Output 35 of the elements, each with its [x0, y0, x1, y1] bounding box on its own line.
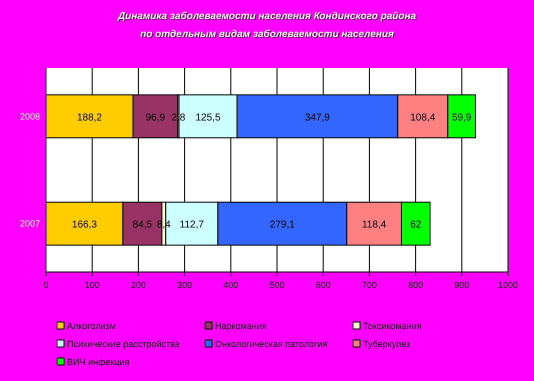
- data-label: 125,5: [195, 112, 221, 124]
- chart-subtitle: по отдельным видам заболеваемости населения: [141, 30, 395, 41]
- data-label: 347,9: [304, 112, 330, 124]
- legend-label: Психические расстройства: [67, 339, 180, 349]
- data-label: 96,9: [146, 112, 166, 124]
- data-label: 59,9: [452, 112, 472, 124]
- data-label: 118,4: [362, 220, 387, 231]
- x-tick-label: 600: [316, 280, 331, 290]
- data-label: 62: [410, 220, 422, 231]
- data-label: 279,1: [270, 220, 296, 231]
- x-tick-label: 900: [454, 280, 470, 290]
- data-label: 84,5: [132, 220, 153, 231]
- y-tick-label: 2007: [20, 218, 40, 229]
- legend-label: Наркомания: [215, 321, 267, 331]
- x-tick-label: 1000: [498, 280, 518, 290]
- legend-label: ВИЧ инфекция: [67, 357, 130, 367]
- data-label: 112,7: [180, 220, 204, 231]
- legend-label: Онкологическая патология: [215, 339, 328, 349]
- x-tick-label: 400: [223, 280, 238, 290]
- x-tick-label: 500: [269, 280, 285, 290]
- data-label: 188,2: [76, 112, 102, 124]
- data-label: 166,3: [72, 220, 98, 231]
- legend-label: Токсикомания: [363, 321, 422, 331]
- chart-title: Динамика заболеваемости населения Кондинского района: [118, 12, 418, 23]
- legend-label: Алкоголизм: [67, 321, 116, 331]
- data-label: 2,8: [171, 112, 186, 124]
- x-tick-label: 200: [130, 280, 146, 290]
- data-label: 108,4: [410, 112, 436, 124]
- x-tick-label: 100: [84, 280, 100, 290]
- x-tick-label: 0: [43, 280, 49, 290]
- x-tick-label: 300: [177, 280, 192, 290]
- legend-label: Туберкулез: [363, 339, 410, 349]
- x-tick-label: 700: [362, 280, 377, 290]
- y-tick-label: 2008: [20, 111, 40, 122]
- x-tick-label: 800: [408, 280, 424, 290]
